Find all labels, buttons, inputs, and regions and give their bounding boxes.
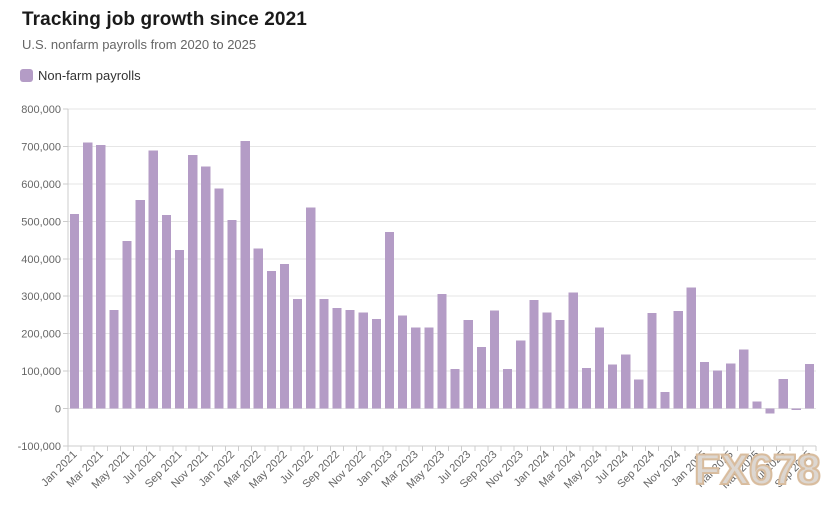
bar-may-2021[interactable] [122, 241, 132, 409]
bar-dec-2021[interactable] [214, 188, 224, 409]
bar-jun-2024[interactable] [608, 364, 618, 409]
bar-sep-2024[interactable] [647, 313, 657, 409]
bar-jun-2021[interactable] [135, 200, 145, 409]
bar-jan-2025[interactable] [699, 361, 710, 409]
bar-jan-2022[interactable] [227, 219, 237, 409]
bar-jun-2022[interactable] [293, 298, 303, 409]
y-axis-label: 600,000 [21, 179, 61, 191]
bar-mar-2022[interactable] [253, 248, 263, 409]
y-axis-label: 700,000 [21, 141, 61, 153]
bar-jun-2025[interactable] [765, 408, 775, 414]
bar-aug-2023[interactable] [476, 346, 486, 409]
y-axis-label: 0 [55, 404, 61, 416]
bar-mar-2023[interactable] [411, 327, 421, 409]
bar-feb-2023[interactable] [398, 315, 408, 409]
bar-oct-2022[interactable] [345, 310, 355, 409]
bar-may-2025[interactable] [752, 401, 762, 409]
bar-sep-2025[interactable] [804, 364, 815, 409]
bar-jan-2021[interactable] [69, 213, 80, 409]
bar-jul-2021[interactable] [148, 150, 158, 409]
bar-aug-2021[interactable] [161, 214, 172, 409]
bar-feb-2021[interactable] [83, 142, 93, 409]
bar-aug-2025[interactable] [791, 408, 801, 411]
bar-feb-2024[interactable] [555, 320, 565, 409]
bar-feb-2022[interactable] [240, 141, 250, 409]
chart-subtitle: U.S. nonfarm payrolls from 2020 to 2025 [22, 37, 257, 52]
y-axis-label: 300,000 [21, 291, 61, 303]
bar-aug-2022[interactable] [319, 299, 329, 409]
y-axis-label: 400,000 [21, 254, 61, 266]
bar-mar-2025[interactable] [726, 363, 736, 409]
y-axis-label: 500,000 [21, 216, 61, 228]
legend-label: Non-farm payrolls [38, 68, 141, 83]
bar-may-2024[interactable] [594, 327, 605, 409]
bar-jul-2022[interactable] [306, 207, 316, 409]
bar-apr-2023[interactable] [424, 327, 434, 409]
bar-jan-2023[interactable] [384, 231, 395, 409]
bar-dec-2024[interactable] [686, 287, 696, 409]
bar-aug-2024[interactable] [634, 379, 644, 409]
bar-nov-2022[interactable] [358, 312, 368, 409]
bar-feb-2025[interactable] [712, 370, 723, 409]
bar-nov-2021[interactable] [201, 166, 211, 409]
bar-sep-2021[interactable] [174, 249, 185, 409]
legend-item-nonfarm-payrolls[interactable]: Non-farm payrolls [20, 68, 141, 83]
bar-may-2023[interactable] [437, 293, 447, 409]
bar-sep-2022[interactable] [332, 307, 342, 409]
bar-oct-2024[interactable] [660, 392, 670, 409]
bar-nov-2023[interactable] [516, 340, 526, 409]
bar-may-2022[interactable] [279, 264, 290, 409]
bar-jan-2024[interactable] [542, 312, 552, 409]
bar-apr-2024[interactable] [581, 368, 591, 409]
bar-jul-2024[interactable] [621, 354, 631, 409]
bar-oct-2023[interactable] [503, 369, 513, 409]
bar-apr-2022[interactable] [266, 270, 276, 409]
bar-dec-2022[interactable] [371, 319, 381, 409]
bar-apr-2025[interactable] [739, 349, 749, 409]
bar-jun-2023[interactable] [450, 369, 460, 409]
y-axis-label: 200,000 [21, 329, 61, 341]
bar-nov-2024[interactable] [673, 310, 683, 409]
bar-jul-2025[interactable] [778, 378, 788, 409]
y-axis-label: 800,000 [21, 104, 61, 116]
bar-dec-2023[interactable] [529, 299, 539, 409]
bar-mar-2024[interactable] [568, 292, 578, 409]
watermark: FX678 [693, 446, 822, 494]
bar-oct-2021[interactable] [188, 155, 198, 409]
y-axis-label: -100,000 [18, 441, 61, 453]
bar-mar-2021[interactable] [96, 144, 106, 409]
y-axis-label: 100,000 [21, 366, 61, 378]
bar-apr-2021[interactable] [109, 310, 119, 409]
chart-title: Tracking job growth since 2021 [22, 9, 307, 30]
bar-sep-2023[interactable] [489, 310, 500, 409]
legend-swatch-icon [20, 69, 33, 82]
bar-jul-2023[interactable] [463, 320, 473, 409]
